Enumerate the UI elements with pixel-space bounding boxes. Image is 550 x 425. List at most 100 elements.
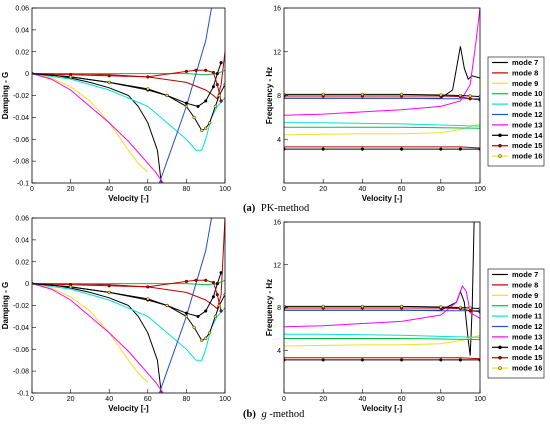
legend-label: mode 11 (512, 312, 542, 321)
series-point (468, 309, 472, 313)
x-tick-label: 0 (30, 186, 34, 193)
series-point (204, 309, 208, 313)
series-point (439, 358, 443, 362)
x-tick-label: 0 (30, 396, 34, 403)
series-point (192, 115, 196, 119)
y-tick-label: 0.02 (15, 49, 29, 56)
series-point (196, 314, 200, 318)
series-point (184, 314, 188, 318)
y-tick-label: 0.04 (15, 237, 29, 244)
series-point (458, 147, 462, 151)
legend-label: mode 10 (512, 301, 542, 310)
x-tick-label: 40 (359, 186, 367, 193)
series-mode-7 (284, 46, 480, 99)
y-tick-label: -0.1 (17, 181, 29, 188)
g-frequency-series (284, 222, 480, 362)
y-tick-label: -0.06 (13, 137, 29, 144)
series-point (213, 104, 217, 108)
series-point (165, 303, 169, 308)
series-line (284, 338, 480, 341)
series-point (219, 309, 223, 313)
legend-item: mode 7 (492, 58, 538, 67)
legend-label: mode 9 (512, 79, 538, 88)
series-point (204, 68, 208, 72)
y-tick-label: -0.1 (17, 391, 29, 398)
caption-b-suffix: -method (269, 409, 305, 420)
series-mode-11 (284, 122, 480, 127)
legend-marker (498, 143, 502, 148)
x-tick-label: 20 (67, 396, 75, 403)
series-mode-10 (284, 338, 480, 341)
series-line (284, 305, 480, 310)
y-tick-label: 4 (277, 137, 281, 144)
series-point (215, 82, 219, 87)
series-line (32, 279, 222, 312)
legend-item: mode 11 (492, 100, 542, 109)
series-point (204, 278, 208, 282)
y-tick-label: -0.08 (13, 159, 29, 166)
legend-item: mode 13 (492, 332, 542, 341)
legend-label: mode 13 (512, 332, 542, 341)
y-tick-label: -0.02 (13, 303, 29, 310)
series-mode-7 (284, 222, 475, 356)
y-tick-label: -0.04 (13, 115, 29, 122)
y-tick-label: 12 (273, 49, 281, 56)
series-mode-9 (32, 73, 149, 173)
series-mode-13 (32, 283, 164, 393)
y-tick-label: 0.02 (15, 259, 29, 266)
legend-marker (498, 133, 502, 138)
x-axis-label: Velocity [-] (108, 404, 149, 413)
series-line (32, 73, 162, 183)
legend-item: mode 11 (492, 312, 542, 321)
legend-label: mode 14 (512, 131, 543, 140)
series-point (194, 68, 198, 72)
x-tick-label: 80 (183, 186, 191, 193)
y-tick-label: -0.04 (13, 325, 29, 332)
caption-a-method: PK-method (261, 203, 310, 214)
x-tick-label: 80 (183, 396, 191, 403)
series-line (284, 307, 480, 313)
series-point (360, 304, 364, 308)
series-line (284, 146, 480, 149)
series-point (439, 93, 443, 97)
legend-item: mode 9 (492, 291, 538, 300)
series-line (32, 69, 225, 76)
series-line (284, 222, 475, 356)
series-mode-8 (32, 51, 225, 100)
series-point (219, 99, 223, 103)
series-point (146, 75, 150, 79)
series-line (32, 51, 225, 100)
x-tick-label: 60 (144, 186, 152, 193)
y-tick-label: -0.02 (13, 93, 29, 100)
y-tick-label: 4 (277, 348, 281, 355)
series-point (107, 80, 111, 84)
legend-item: mode 16 (492, 364, 542, 373)
series-line (32, 283, 162, 393)
legend-frame (487, 268, 545, 379)
series-point (184, 311, 188, 315)
pk-frequency-chart: 0 20 40 60 80 100 4 8 12 16 Velocity [-] Frequency … (265, 6, 486, 204)
y-tick-label: -0.06 (13, 347, 29, 354)
x-tick-label: 60 (144, 396, 152, 403)
series-point (458, 358, 462, 362)
series-line (284, 334, 480, 347)
series-point (321, 92, 325, 96)
series-line (32, 279, 225, 286)
series-mode-12 (284, 97, 480, 100)
legend-label: mode 9 (512, 291, 538, 300)
x-tick-label: 40 (359, 396, 367, 403)
series-point (184, 104, 188, 108)
series-point (439, 305, 443, 309)
series-point (146, 87, 150, 91)
series-mode-13 (284, 8, 480, 116)
legend-label: mode 8 (512, 68, 538, 77)
legend-marker (498, 355, 502, 360)
pk-damping-chart: 0 20 40 60 80 100 -0.1 -0.08 -0.06 -0.04 -0.02 0 0.0… (1, 6, 231, 204)
x-tick-label: 80 (437, 186, 445, 193)
series-mode-7 (32, 73, 162, 183)
legend-label: mode 15 (512, 353, 542, 362)
x-tick-label: 80 (437, 396, 445, 403)
